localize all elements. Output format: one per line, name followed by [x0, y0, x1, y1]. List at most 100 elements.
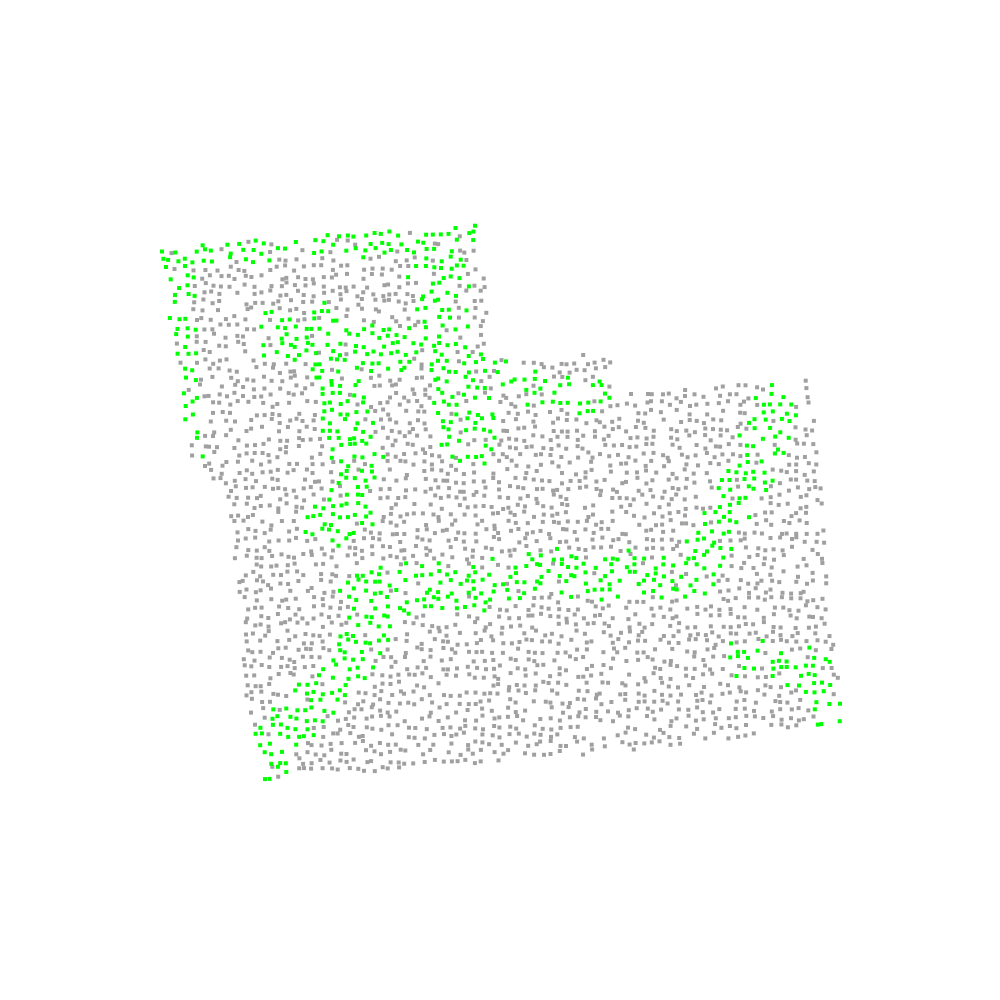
- floor-point: [574, 628, 579, 633]
- floor-point: [260, 470, 265, 475]
- floor-point: [266, 583, 271, 588]
- floor-point: [597, 420, 602, 425]
- floor-point: [727, 392, 732, 397]
- floor-point: [279, 664, 284, 669]
- floor-point: [219, 384, 224, 389]
- highlight-point: [337, 234, 341, 239]
- highlight-point: [345, 412, 350, 417]
- floor-point: [651, 671, 656, 676]
- highlight-point: [356, 501, 361, 506]
- floor-point: [498, 400, 503, 404]
- floor-point: [512, 513, 517, 517]
- floor-point: [297, 756, 302, 761]
- floor-point: [651, 428, 656, 433]
- floor-point: [540, 434, 545, 439]
- floor-point: [296, 647, 301, 652]
- highlight-point: [445, 594, 450, 599]
- floor-point: [259, 556, 264, 561]
- floor-point: [708, 624, 713, 629]
- highlight-point: [509, 379, 514, 384]
- floor-point: [523, 751, 527, 756]
- highlight-point: [351, 530, 356, 535]
- floor-point: [328, 605, 333, 610]
- highlight-point: [574, 556, 579, 560]
- floor-point: [327, 615, 331, 620]
- floor-point: [602, 424, 607, 429]
- floor-point: [377, 254, 381, 259]
- floor-point: [388, 682, 393, 686]
- floor-point: [815, 531, 820, 536]
- floor-point: [449, 759, 454, 764]
- highlight-point: [364, 441, 369, 446]
- floor-point: [780, 590, 785, 595]
- highlight-point: [532, 390, 537, 395]
- highlight-point: [464, 428, 469, 433]
- floor-point: [550, 460, 555, 465]
- floor-point: [277, 707, 282, 712]
- highlight-point: [354, 410, 359, 415]
- floor-point: [556, 520, 561, 525]
- floor-point: [466, 747, 471, 752]
- floor-point: [787, 521, 792, 525]
- highlight-point: [173, 250, 178, 255]
- floor-point: [620, 481, 625, 486]
- highlight-point: [311, 733, 316, 738]
- floor-point: [824, 581, 829, 586]
- highlight-point: [478, 352, 483, 357]
- floor-point: [420, 375, 424, 380]
- floor-point: [531, 419, 536, 424]
- floor-point: [302, 311, 307, 315]
- highlight-point: [364, 579, 369, 584]
- highlight-point: [688, 583, 693, 588]
- floor-point: [691, 731, 696, 736]
- floor-point: [668, 623, 673, 628]
- floor-point: [671, 547, 676, 551]
- floor-point: [402, 395, 407, 400]
- floor-point: [437, 705, 442, 710]
- floor-point: [288, 375, 293, 380]
- floor-point: [236, 538, 240, 543]
- floor-point: [525, 494, 530, 498]
- floor-point: [601, 736, 606, 741]
- floor-point: [787, 462, 792, 467]
- floor-point: [819, 501, 824, 506]
- floor-point: [428, 654, 433, 659]
- floor-point: [310, 382, 315, 387]
- highlight-point: [703, 522, 707, 526]
- floor-point: [252, 451, 257, 455]
- floor-point: [692, 654, 697, 659]
- floor-point: [753, 586, 758, 591]
- floor-point: [313, 399, 318, 404]
- highlight-point: [760, 436, 765, 441]
- floor-point: [305, 399, 310, 404]
- floor-point: [250, 650, 255, 655]
- floor-point: [702, 421, 706, 426]
- floor-point: [351, 725, 356, 729]
- highlight-point: [472, 603, 477, 608]
- floor-point: [736, 615, 741, 620]
- floor-point: [522, 683, 527, 688]
- floor-point: [352, 715, 357, 720]
- floor-point: [463, 546, 468, 551]
- floor-point: [369, 405, 374, 409]
- floor-point: [462, 250, 467, 255]
- floor-point: [211, 476, 216, 481]
- highlight-point: [359, 649, 364, 654]
- floor-point: [403, 459, 408, 464]
- highlight-point: [185, 273, 190, 278]
- floor-point: [626, 708, 631, 713]
- floor-point: [564, 446, 569, 451]
- highlight-point: [488, 429, 493, 434]
- floor-point: [327, 648, 332, 653]
- highlight-point: [495, 370, 500, 375]
- floor-point: [742, 399, 746, 404]
- highlight-point: [465, 416, 470, 421]
- highlight-point: [471, 229, 476, 234]
- floor-point: [653, 665, 658, 670]
- floor-point: [423, 476, 428, 481]
- highlight-point: [726, 469, 731, 473]
- floor-point: [242, 663, 247, 668]
- floor-point: [483, 625, 488, 630]
- floor-point: [431, 271, 436, 276]
